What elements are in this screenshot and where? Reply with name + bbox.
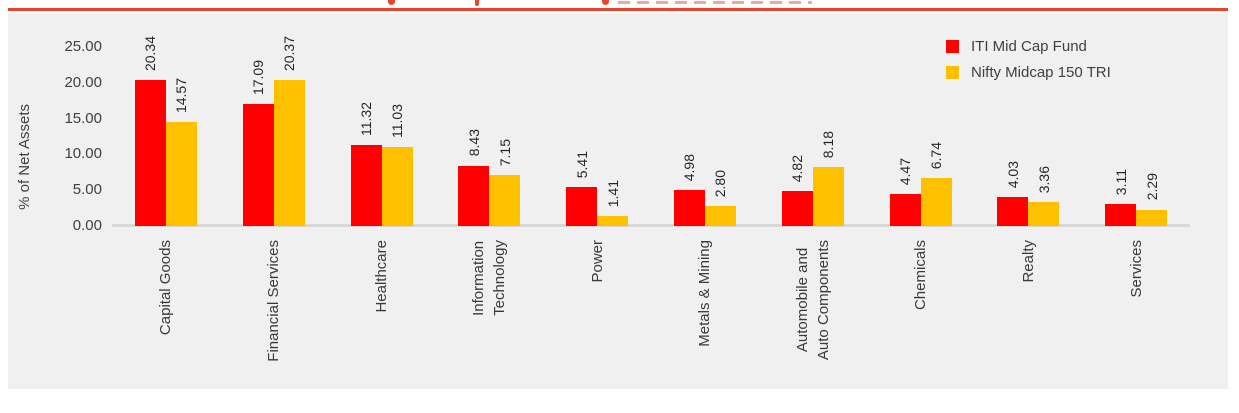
y-axis-tick-label: 20.00 — [64, 73, 102, 91]
category-label: Financial Services — [265, 240, 283, 362]
legend-item: ITI Mid Cap Fund — [946, 38, 1111, 55]
bar-benchmark — [165, 121, 197, 226]
bar-value-label: 1.41 — [604, 179, 621, 207]
y-axis-tick-label: 0.00 — [72, 217, 102, 234]
bar-fund — [1105, 203, 1137, 226]
bar-benchmark — [704, 205, 736, 226]
bar-value-label: 6.74 — [928, 141, 944, 169]
category-label: Metals & Mining — [696, 240, 714, 347]
bar-value-label: 20.34 — [142, 36, 159, 72]
y-axis-tick-label: 10.00 — [64, 145, 102, 163]
bar-benchmark — [489, 174, 521, 226]
legend-label: Nifty Midcap 150 TRI — [971, 64, 1111, 81]
bar-value-label: 7.15 — [496, 138, 513, 166]
category-label: Realty — [1019, 240, 1037, 283]
category-label: Power — [588, 240, 606, 283]
bar-benchmark — [812, 167, 844, 226]
bar-fund — [997, 197, 1029, 226]
bar-value-label: 11.03 — [389, 104, 405, 139]
category-label: Healthcare — [373, 240, 390, 313]
bar-benchmark — [381, 147, 413, 226]
bar-value-label: 2.80 — [712, 169, 729, 197]
clipped-title-descender — [602, 0, 609, 5]
bar-value-label: 5.41 — [573, 151, 590, 179]
chart-legend: ITI Mid Cap Fund Nifty Midcap 150 TRI — [946, 38, 1111, 90]
category-label: Automobile and Auto Components — [793, 240, 832, 361]
bar-benchmark — [1136, 209, 1168, 226]
category-label: Chemicals — [912, 240, 929, 311]
bar-benchmark — [597, 215, 629, 226]
bar-value-label: 2.29 — [1143, 173, 1160, 201]
clipped-title-descender — [475, 0, 479, 6]
bar-value-label: 20.37 — [281, 36, 298, 72]
clipped-title-descender — [388, 0, 395, 5]
clipped-title-underline — [618, 1, 812, 4]
bar-value-label: 14.57 — [173, 77, 190, 113]
legend-swatch-icon — [946, 66, 959, 79]
bar-fund — [350, 144, 382, 226]
y-axis-tick-label: 25.00 — [64, 38, 102, 55]
y-axis-tick-label: 15.00 — [64, 109, 102, 127]
bar-fund — [673, 190, 705, 226]
bar-fund — [134, 80, 166, 226]
bar-fund — [242, 103, 274, 226]
category-label: Capital Goods — [157, 240, 175, 336]
bar-value-label: 8.18 — [820, 131, 837, 159]
category-label: Services — [1127, 240, 1145, 298]
bar-benchmark — [920, 177, 952, 226]
bar-fund — [566, 187, 598, 226]
bar-fund — [458, 165, 490, 226]
y-axis-tick-label: 5.00 — [72, 181, 102, 199]
legend-item: Nifty Midcap 150 TRI — [946, 64, 1111, 81]
legend-label: ITI Mid Cap Fund — [971, 38, 1087, 55]
bar-value-label: 3.36 — [1035, 165, 1052, 193]
category-label: Information Technology — [470, 240, 509, 316]
bar-fund — [889, 193, 921, 226]
x-axis-baseline — [112, 224, 1190, 227]
bar-benchmark — [273, 80, 305, 226]
bar-benchmark — [1028, 201, 1060, 226]
header-rule — [8, 8, 1228, 11]
bar-fund — [781, 191, 813, 226]
legend-swatch-icon — [946, 40, 959, 53]
